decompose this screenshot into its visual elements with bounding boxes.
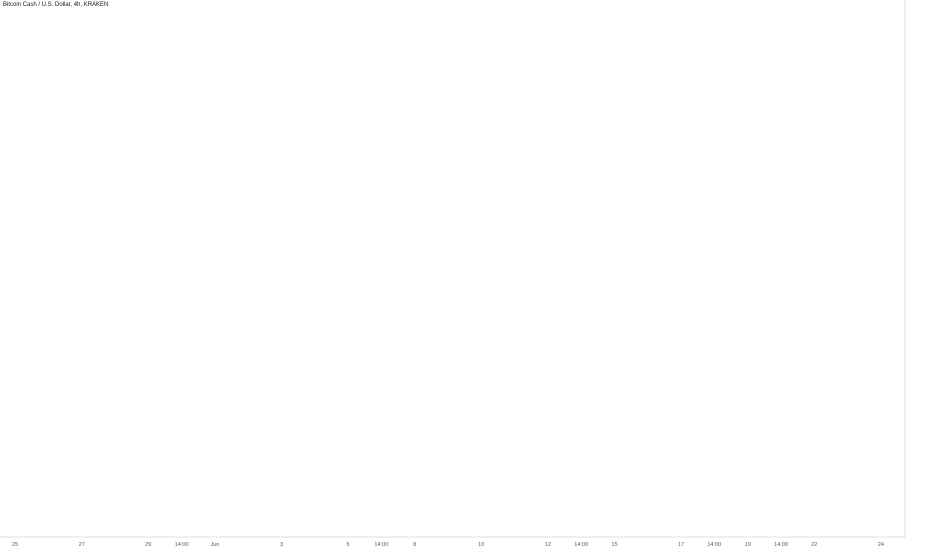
time-tick-label: 14:00 <box>175 542 189 548</box>
time-tick-label: 22 <box>811 542 817 548</box>
time-tick-label: 5 <box>347 542 350 548</box>
time-tick-label: 15 <box>611 542 617 548</box>
price-axis-background <box>905 0 932 550</box>
time-tick-label: 8 <box>413 542 416 548</box>
time-tick-label: Jun <box>210 542 219 548</box>
time-tick-label: 12 <box>545 542 551 548</box>
time-tick-label: 14:00 <box>374 542 388 548</box>
time-tick-label: 14:00 <box>774 542 788 548</box>
time-tick-label: 24 <box>878 542 884 548</box>
time-tick-label: 25 <box>12 542 18 548</box>
time-tick-label: 17 <box>678 542 684 548</box>
time-tick-label: 29 <box>145 542 151 548</box>
time-tick-label: 27 <box>79 542 85 548</box>
time-tick-label: 10 <box>478 542 484 548</box>
time-axis-background <box>0 537 932 550</box>
time-tick-label: 14:00 <box>574 542 588 548</box>
chart-title: Bitcoin Cash / U.S. Dollar, 4h, KRAKEN <box>3 2 109 8</box>
time-tick-label: 14:00 <box>707 542 721 548</box>
time-tick-label: 3 <box>280 542 283 548</box>
time-tick-label: 19 <box>745 542 751 548</box>
